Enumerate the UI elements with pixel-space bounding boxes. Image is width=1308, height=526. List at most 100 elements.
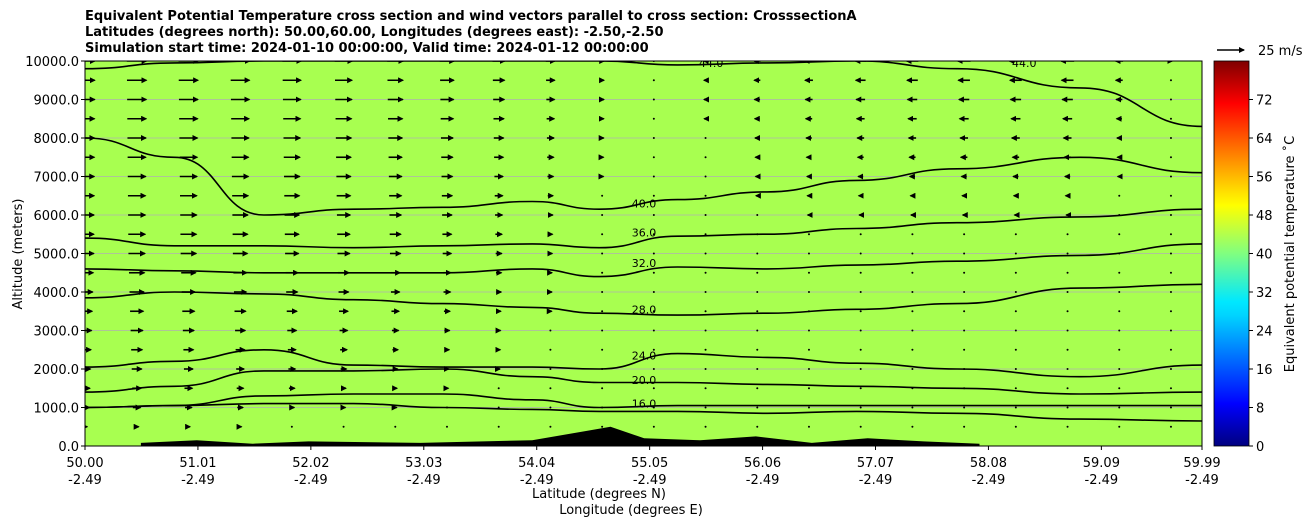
wind-vector [859, 425, 862, 428]
contour-label: 24.0 [632, 350, 657, 363]
wind-vector [859, 368, 862, 370]
contour-label: 32.0 [632, 257, 657, 270]
wind-vector [807, 271, 810, 274]
wind-vector [601, 348, 604, 351]
wind-vector [549, 387, 552, 390]
colorbar-tick-label: 32 [1256, 286, 1273, 301]
wind-vector [859, 291, 862, 293]
wind-vector [756, 214, 759, 216]
y-tick-label: 2000.0 [34, 363, 80, 378]
x-tick-label-lat: 52.02 [292, 456, 329, 471]
wind-vector [652, 387, 655, 390]
wind-vector [756, 271, 759, 274]
y-tick-label: 0.0 [58, 440, 79, 455]
wind-vector [963, 271, 966, 274]
wind-vector [911, 406, 914, 409]
wind-vector [859, 387, 862, 390]
wind-vector [1066, 271, 1069, 274]
wind-vector [1014, 348, 1017, 351]
title-line-1: Equivalent Potential Temperature cross s… [85, 9, 857, 24]
wind-vector [601, 271, 604, 274]
contour-label: 44.0 [699, 57, 724, 70]
contour-line [85, 393, 1202, 409]
y-tick-label: 9000.0 [34, 94, 80, 109]
colorbar-ticks: 0 8 16 24 32 40 48 56 64 72 [1249, 94, 1273, 455]
x-tick-label-lon: -2.49 [68, 473, 102, 488]
wind-vector [1169, 271, 1172, 274]
wind-vector [1118, 214, 1121, 216]
wind-vector [1066, 233, 1069, 236]
wind-vector [549, 406, 552, 409]
wind-vector [445, 425, 448, 428]
wind-vector [1118, 425, 1121, 428]
wind-vector [601, 329, 604, 332]
wind-vector [394, 425, 397, 428]
colorbar-tick-label: 24 [1256, 325, 1273, 340]
wind-vector [859, 348, 862, 351]
wind-vector [1169, 425, 1172, 428]
x-tick-label-lat: 50.00 [66, 456, 103, 471]
wind-vector [652, 425, 655, 428]
wind-vector [549, 348, 552, 351]
wind-vector [756, 329, 759, 332]
wind-vector [704, 329, 707, 332]
wind-vector [911, 329, 914, 332]
wind-vector [1169, 406, 1172, 409]
y-tick-label: 1000.0 [34, 402, 80, 417]
wind-vector [807, 348, 810, 351]
wind-vector [549, 368, 552, 370]
colorbar-tick-label: 48 [1256, 209, 1273, 224]
contour-label: 36.0 [632, 226, 657, 239]
terrain-shape [140, 426, 980, 446]
wind-vector [704, 252, 707, 255]
wind-vector [1169, 156, 1172, 159]
wind-vector [1118, 368, 1121, 370]
x-tick-label-lon: -2.49 [1185, 473, 1219, 488]
wind-vector [859, 233, 862, 236]
wind-vector [807, 291, 810, 293]
wind-vector [1118, 406, 1121, 409]
x-tick-label-lon: -2.49 [859, 473, 893, 488]
wind-vector [704, 175, 707, 178]
x-tick-label-lat: 57.07 [857, 456, 894, 471]
contour-label: 16.0 [632, 398, 657, 411]
wind-vector [911, 252, 914, 255]
contour-label: 20.0 [632, 374, 657, 387]
y-tick-label: 8000.0 [34, 132, 80, 147]
colorbar-tick-label: 16 [1256, 363, 1273, 378]
wind-vector [807, 368, 810, 370]
wind-vector [1118, 271, 1121, 274]
wind-vector [601, 368, 604, 370]
wind-vector [1169, 252, 1172, 255]
wind-vector [807, 233, 810, 236]
colorbar-ramp [1213, 60, 1250, 447]
wind-vector [652, 368, 655, 370]
contour-line [85, 283, 1202, 316]
wind-vector [445, 406, 448, 409]
contour-line [85, 348, 1202, 378]
wind-vector [1169, 387, 1172, 390]
wind-vector [859, 271, 862, 274]
wind-vector [652, 291, 655, 293]
chart-title: Equivalent Potential Temperature cross s… [85, 9, 857, 57]
colorbar-tick-label: 0 [1256, 440, 1264, 455]
wind-vector [652, 156, 655, 159]
wind-vector [704, 425, 707, 428]
wind-vector [1014, 387, 1017, 390]
wind-vector [1014, 233, 1017, 236]
wind-vector [963, 406, 966, 409]
wind-vector [963, 252, 966, 255]
contour-line [85, 368, 1202, 395]
wind-vector [652, 194, 655, 197]
wind-vector [1118, 233, 1121, 236]
wind-vector [601, 214, 604, 216]
wind-vector [963, 329, 966, 332]
wind-vector [911, 271, 914, 274]
wind-vector [652, 175, 655, 178]
wind-vector [1169, 368, 1172, 370]
wind-vector [1169, 233, 1172, 236]
y-tick-label: 10000.0 [25, 55, 79, 70]
x-tick-label-lat: 54.04 [518, 456, 555, 471]
wind-vector [1118, 329, 1121, 332]
